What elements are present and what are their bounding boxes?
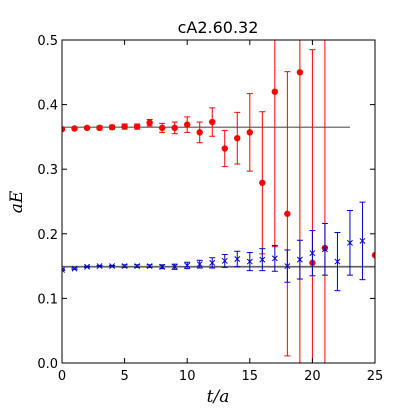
data-point (109, 263, 116, 270)
y-tick-label: 0.2 (37, 228, 58, 243)
x-tick-label: 10 (179, 369, 196, 384)
data-point (271, 88, 279, 95)
data-point (371, 251, 375, 259)
data-point (184, 262, 191, 269)
data-point (221, 257, 228, 264)
y-tick-label: 0.1 (37, 292, 58, 307)
data-point (184, 121, 191, 128)
data-point (62, 125, 66, 133)
data-point (359, 237, 366, 244)
y-tick-label: 0.5 (37, 34, 58, 49)
data-point (171, 124, 178, 132)
data-point (96, 263, 103, 270)
data-point (159, 263, 166, 270)
data-point (259, 256, 266, 263)
axis-ticks: 0 5 10 15 20 25 0.0 0.1 0.2 0.3 0.4 0.5 (37, 34, 383, 384)
data-point (83, 124, 91, 132)
data-point (196, 261, 203, 268)
data-point (134, 263, 141, 270)
data-point (334, 258, 341, 265)
data-point (121, 123, 128, 130)
y-axis-label: aE (7, 190, 27, 213)
data-point (347, 239, 353, 246)
data-point (146, 263, 153, 270)
data-point (246, 258, 253, 265)
data-point (158, 124, 166, 132)
data-point (259, 179, 266, 186)
data-point (321, 246, 328, 253)
data-layer (62, 40, 375, 363)
data-point (84, 263, 90, 270)
data-point (62, 267, 65, 273)
data-point (71, 125, 78, 132)
data-point (171, 263, 178, 270)
y-tick-label: 0.3 (37, 163, 58, 178)
x-tick-label: 0 (58, 369, 66, 384)
data-point (121, 263, 128, 270)
plot-frame (61, 39, 376, 364)
x-tick-label: 5 (120, 369, 128, 384)
x-axis-label: t/a (207, 387, 230, 407)
x-tick-label: 20 (304, 369, 321, 384)
data-point (234, 256, 241, 262)
data-point (71, 265, 78, 272)
chart-title: cA2.60.32 (178, 18, 259, 37)
x-tick-label: 25 (367, 369, 384, 384)
data-point (108, 124, 116, 131)
data-point (146, 119, 153, 126)
data-point (246, 129, 253, 136)
data-point (221, 145, 228, 152)
data-point (234, 134, 241, 142)
data-point (296, 69, 304, 76)
data-point (196, 129, 203, 136)
data-point (96, 124, 103, 132)
data-point (209, 259, 216, 266)
data-point (284, 210, 291, 217)
data-point (309, 250, 316, 257)
data-point (133, 123, 141, 130)
x-tick-label: 15 (242, 369, 259, 384)
data-point (209, 118, 216, 126)
plot-area (62, 40, 375, 363)
y-tick-label: 0.0 (37, 357, 58, 372)
data-point (284, 263, 291, 270)
data-point (296, 256, 303, 263)
y-tick-label: 0.4 (37, 99, 58, 114)
data-point (271, 255, 278, 262)
